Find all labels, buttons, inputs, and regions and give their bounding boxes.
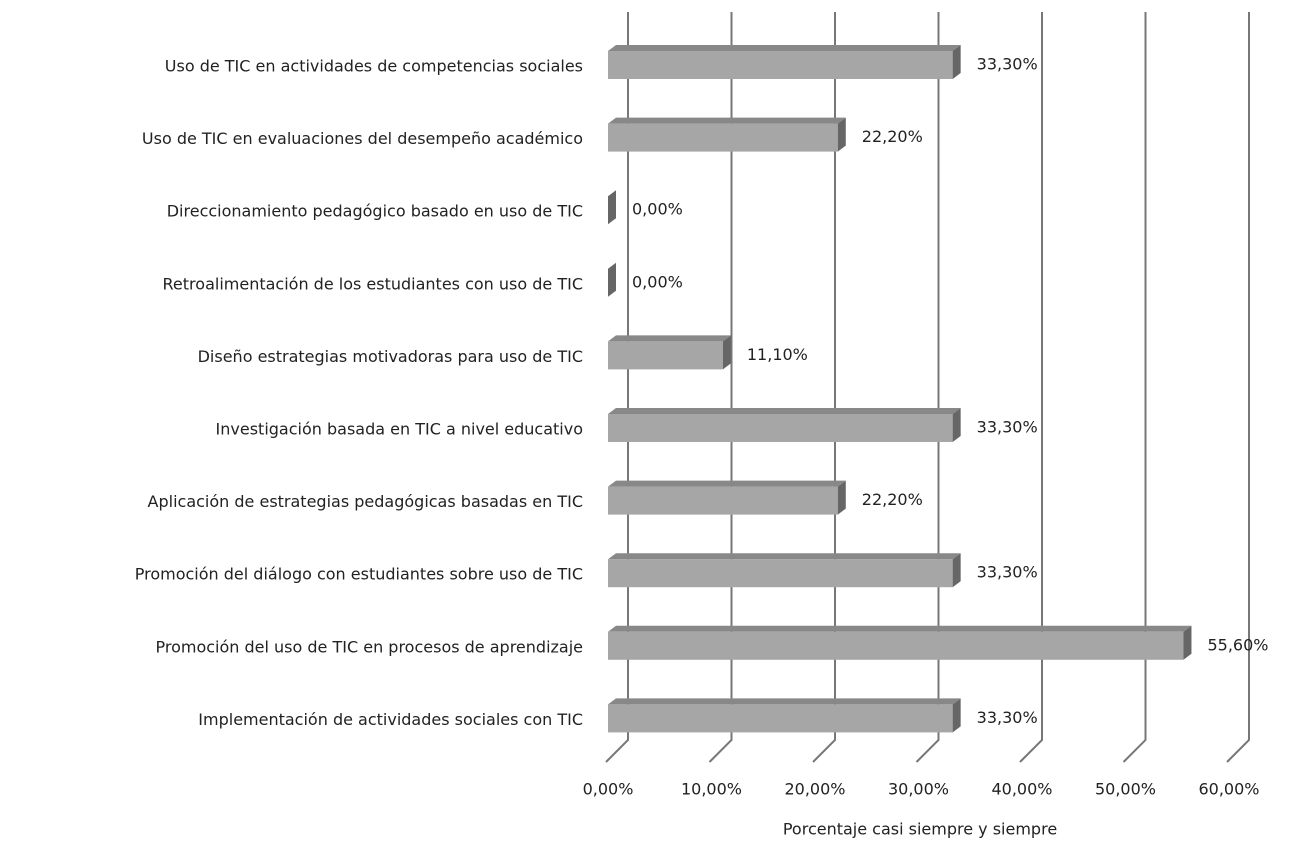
bar: [608, 123, 838, 152]
bar-top: [608, 480, 846, 487]
bar: [608, 631, 1184, 660]
bar-side: [1183, 625, 1192, 660]
bar: [608, 341, 723, 370]
y-tick-label: Aplicación de estrategias pedagógicas ba…: [148, 492, 583, 511]
bar: [608, 704, 953, 733]
bar-side: [952, 698, 961, 733]
bar: [608, 486, 838, 515]
grid-line: [1019, 12, 1043, 763]
bar-side: [952, 45, 961, 79]
value-label: 33,30%: [977, 563, 1038, 582]
y-tick-label: Investigación basada en TIC a nivel educ…: [216, 420, 583, 439]
value-label: 0,00%: [632, 272, 683, 291]
value-label: 33,30%: [977, 55, 1038, 74]
y-tick-label: Uso de TIC en evaluaciones del desempeño…: [142, 129, 583, 148]
x-tick-label: 10,00%: [681, 780, 742, 799]
x-tick-label: 60,00%: [1198, 780, 1259, 799]
bar-side: [608, 262, 616, 297]
y-tick-label: Direccionamiento pedagógico basado en us…: [167, 202, 583, 221]
bar-side: [837, 480, 846, 515]
value-label: 33,30%: [977, 418, 1038, 437]
y-tick-label: Uso de TIC en actividades de competencia…: [165, 57, 583, 76]
x-tick-label: 50,00%: [1095, 780, 1156, 799]
y-tick-label: Diseño estrategias motivadoras para uso …: [198, 347, 583, 366]
grid-line: [1226, 12, 1250, 763]
y-tick-label: Retroalimentación de los estudiantes con…: [163, 274, 583, 293]
bar: [608, 51, 953, 79]
y-tick-label: Promoción del diálogo con estudiantes so…: [135, 565, 583, 584]
x-tick-label: 20,00%: [784, 780, 845, 799]
grid-line: [812, 12, 836, 763]
x-axis-label: Porcentaje casi siempre y siempre: [783, 820, 1057, 839]
x-tick-label: 40,00%: [991, 780, 1052, 799]
value-label: 33,30%: [977, 708, 1038, 727]
bar-top: [608, 45, 961, 51]
bar-side: [608, 190, 616, 225]
value-label: 22,20%: [862, 490, 923, 509]
x-tick-label: 0,00%: [583, 780, 634, 799]
value-label: 22,20%: [862, 127, 923, 146]
value-label: 0,00%: [632, 200, 683, 219]
value-label: 11,10%: [747, 345, 808, 364]
bar-top: [608, 698, 961, 705]
bar-side: [837, 117, 846, 152]
bar-top: [608, 625, 1192, 632]
y-tick-label: Promoción del uso de TIC en procesos de …: [155, 637, 583, 656]
bar-top: [608, 553, 961, 560]
bar: [608, 559, 953, 588]
bar-top: [608, 335, 731, 342]
bar-side: [722, 335, 731, 370]
bar-side: [952, 408, 961, 442]
value-label: 55,60%: [1207, 635, 1268, 654]
grid-line: [708, 12, 733, 763]
bar-side: [952, 553, 961, 588]
bar-top: [608, 408, 961, 414]
grid-line: [605, 12, 629, 763]
x-tick-label: 30,00%: [888, 780, 949, 799]
bar: [608, 414, 953, 442]
bar-top: [608, 117, 846, 124]
grid-line: [915, 12, 940, 763]
grid-line: [1122, 12, 1147, 763]
y-tick-label: Implementación de actividades sociales c…: [198, 710, 583, 729]
